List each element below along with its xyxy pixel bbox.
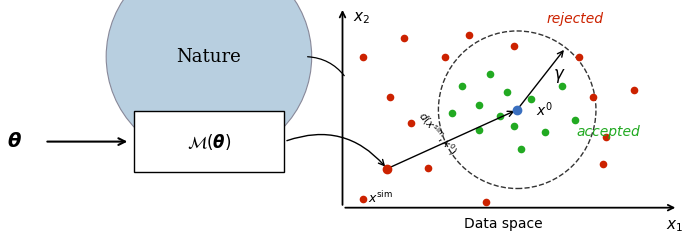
Text: rejected: rejected [547,12,604,26]
Text: $x^0$: $x^0$ [536,101,552,119]
Text: $x_2$: $x_2$ [353,11,370,26]
Text: $\boldsymbol{\theta}$: $\boldsymbol{\theta}$ [7,132,22,151]
Text: $d(x^\mathrm{sim}, x^0)$: $d(x^\mathrm{sim}, x^0)$ [414,109,460,158]
Text: $\gamma$: $\gamma$ [553,67,566,85]
Text: $\mathcal{M}(\boldsymbol{\theta})$: $\mathcal{M}(\boldsymbol{\theta})$ [187,132,231,152]
Bar [134,111,284,172]
Text: accepted: accepted [577,125,640,139]
Text: Data space: Data space [464,217,543,231]
Text: $x^\mathrm{sim}$: $x^\mathrm{sim}$ [368,190,393,206]
Text: $x_1$: $x_1$ [666,219,684,234]
Ellipse shape [106,0,312,159]
Text: Nature: Nature [177,48,241,66]
